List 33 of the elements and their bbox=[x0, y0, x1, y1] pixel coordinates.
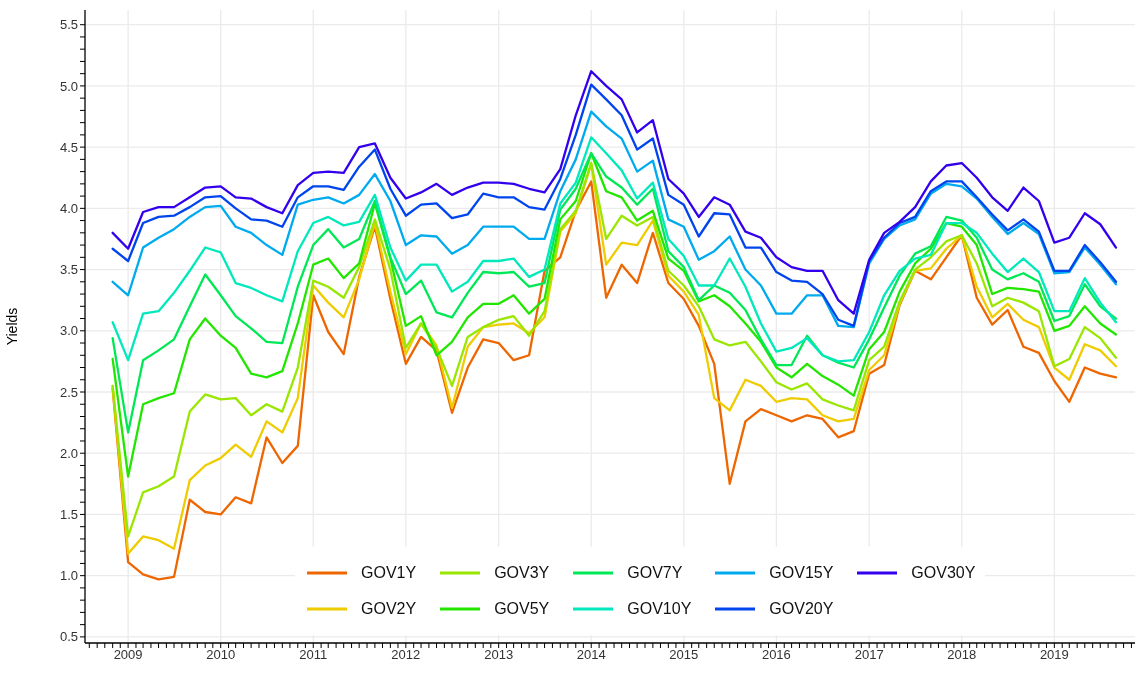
y-tick-label: 2.0 bbox=[59, 445, 78, 461]
y-tick-label: 4.0 bbox=[59, 200, 78, 216]
x-tick-label: 2009 bbox=[113, 647, 143, 663]
legend-label: GOV5Y bbox=[494, 600, 550, 618]
y-tick-label: 5.5 bbox=[59, 17, 78, 33]
y-tick-label: 3.0 bbox=[59, 323, 78, 339]
y-tick-label: 1.0 bbox=[59, 568, 78, 584]
legend-label: GOV1Y bbox=[361, 564, 417, 582]
x-tick-label: 2010 bbox=[206, 647, 236, 663]
x-tick-label: 2015 bbox=[669, 647, 699, 663]
legend-label: GOV10Y bbox=[627, 600, 692, 618]
x-tick-label: 2013 bbox=[484, 647, 514, 663]
legend-label: GOV2Y bbox=[361, 600, 417, 618]
y-tick-label: 1.5 bbox=[59, 507, 78, 523]
y-tick-label: 4.5 bbox=[59, 139, 78, 155]
x-tick-label: 2017 bbox=[854, 647, 884, 663]
x-tick-label: 2016 bbox=[761, 647, 791, 663]
line-series bbox=[111, 136, 1118, 363]
y-tick-label: 0.5 bbox=[59, 629, 78, 645]
x-tick-label: 2019 bbox=[1039, 647, 1069, 663]
y-tick-label: 5.0 bbox=[59, 78, 78, 94]
y-axis-title: Yields bbox=[3, 307, 20, 346]
legend-label: GOV3Y bbox=[494, 564, 550, 582]
x-tick-label: 2018 bbox=[947, 647, 977, 663]
y-tick-label: 2.5 bbox=[59, 384, 78, 400]
legend-label: GOV30Y bbox=[911, 564, 976, 582]
x-tick-label: 2011 bbox=[299, 647, 328, 663]
x-tick-label: 2012 bbox=[391, 647, 421, 663]
legend-label: GOV20Y bbox=[769, 600, 834, 618]
legend-label: GOV7Y bbox=[627, 564, 683, 582]
x-tick-label: 2014 bbox=[576, 647, 606, 663]
legend-label: GOV15Y bbox=[769, 564, 834, 582]
y-tick-label: 3.5 bbox=[59, 262, 78, 278]
